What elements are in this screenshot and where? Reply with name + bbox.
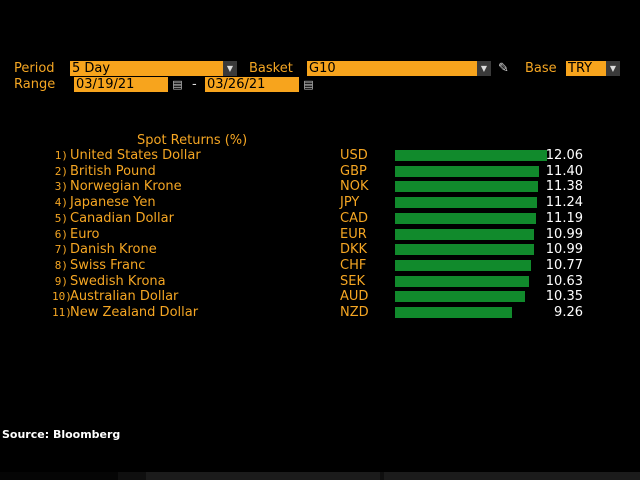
currency-code: DKK [340, 242, 368, 258]
basket-value: G10 [309, 61, 336, 76]
currency-name[interactable]: United States Dollar [70, 148, 201, 163]
return-value: 10.35 [545, 289, 583, 305]
return-bar [395, 165, 539, 177]
currency-name[interactable]: Swedish Krona [70, 273, 166, 289]
base-label: Base [525, 61, 557, 76]
table-row[interactable]: 9) Swedish Krona SEK 10.63 [0, 274, 640, 290]
currency-name[interactable]: Japanese Yen [70, 195, 156, 211]
currency-name[interactable]: Australian Dollar [70, 289, 179, 305]
return-value: 10.99 [545, 226, 583, 242]
currency-code: JPY [340, 195, 360, 211]
basket-label: Basket [249, 61, 293, 76]
row-rank: 8) [54, 258, 68, 272]
currency-code: NZD [340, 305, 369, 320]
table-row[interactable]: 6) Euro EUR 10.99 [0, 227, 640, 243]
return-bar [395, 259, 531, 271]
currency-name[interactable]: Euro [70, 226, 100, 242]
basket-select[interactable]: G10 ▼ [307, 61, 491, 76]
period-label: Period [14, 61, 55, 76]
currency-code: SEK [340, 273, 365, 289]
source-label: Source: Bloomberg [2, 428, 121, 441]
return-bar [395, 197, 537, 209]
row-rank: 2) [54, 164, 68, 178]
row-rank: 11) [52, 306, 72, 319]
range-start-value: 03/19/21 [76, 77, 135, 92]
return-bar [395, 291, 526, 303]
footer-segment [0, 472, 118, 480]
currency-code: USD [340, 148, 368, 163]
row-rank: 6) [54, 227, 68, 241]
row-rank: 5) [54, 211, 68, 225]
return-bar [395, 228, 534, 240]
range-start-field[interactable]: 03/19/21 [74, 77, 168, 92]
range-separator: - [192, 77, 197, 92]
row-rank: 1) [54, 149, 68, 162]
currency-code: CAD [340, 210, 368, 226]
return-value: 10.63 [545, 273, 583, 289]
currency-name[interactable]: New Zealand Dollar [70, 305, 199, 320]
chevron-down-icon[interactable]: ▼ [606, 61, 620, 76]
currency-code: EUR [340, 226, 367, 242]
currency-name[interactable]: Danish Krone [70, 242, 157, 258]
return-value: 10.99 [545, 242, 583, 258]
return-bar [395, 307, 512, 318]
table-row[interactable]: 3) Norwegian Krone NOK 11.38 [0, 179, 640, 195]
return-bar [395, 150, 547, 161]
table-row[interactable]: 4) Japanese Yen JPY 11.24 [0, 195, 640, 211]
return-value: 11.40 [545, 163, 583, 179]
currency-name[interactable]: Norwegian Krone [70, 179, 182, 195]
return-value: 10.77 [545, 257, 583, 273]
currency-name[interactable]: Swiss Franc [70, 257, 146, 273]
row-rank: 3) [54, 180, 68, 194]
row-rank: 7) [54, 243, 68, 257]
return-bar [395, 181, 539, 193]
base-value: TRY [568, 61, 593, 76]
footer-segment [146, 472, 380, 480]
calendar-icon[interactable]: ▤ [303, 78, 314, 91]
currency-name[interactable]: Canadian Dollar [70, 210, 174, 226]
table-row[interactable]: 1) United States Dollar USD 12.06 [0, 148, 640, 164]
return-value: 9.26 [554, 305, 583, 320]
chevron-down-icon[interactable]: ▼ [477, 61, 491, 76]
chart-title: Spot Returns (%) [137, 133, 248, 148]
return-value: 11.19 [545, 210, 583, 226]
currency-name[interactable]: British Pound [70, 163, 156, 179]
table-row[interactable]: 11) New Zealand Dollar NZD 9.26 [0, 305, 640, 321]
return-bar [395, 275, 529, 287]
table-row[interactable]: 2) British Pound GBP 11.40 [0, 164, 640, 180]
footer-strip [0, 472, 640, 480]
return-bar [395, 212, 537, 224]
row-rank: 10) [52, 290, 72, 304]
return-value: 11.24 [545, 195, 583, 211]
table-row[interactable]: 7) Danish Krone DKK 10.99 [0, 242, 640, 258]
table-row[interactable]: 10) Australian Dollar AUD 10.35 [0, 289, 640, 305]
footer-segment [384, 472, 640, 480]
return-bar [395, 244, 534, 256]
currency-code: NOK [340, 179, 369, 195]
period-select[interactable]: 5 Day ▼ [70, 61, 237, 76]
return-value: 11.38 [545, 179, 583, 195]
table-row[interactable]: 8) Swiss Franc CHF 10.77 [0, 258, 640, 274]
row-rank: 4) [54, 196, 68, 210]
table-row[interactable]: 5) Canadian Dollar CAD 11.19 [0, 211, 640, 227]
range-end-field[interactable]: 03/26/21 [205, 77, 299, 92]
return-value: 12.06 [545, 148, 583, 163]
period-value: 5 Day [72, 61, 111, 76]
chevron-down-icon[interactable]: ▼ [223, 61, 237, 76]
pencil-icon[interactable]: ✎ [498, 61, 509, 76]
currency-code: GBP [340, 163, 367, 179]
currency-code: CHF [340, 257, 367, 273]
range-label: Range [14, 77, 56, 92]
calendar-icon[interactable]: ▤ [172, 78, 183, 91]
row-rank: 9) [54, 274, 68, 288]
range-end-value: 03/26/21 [207, 77, 266, 92]
base-select[interactable]: TRY ▼ [566, 61, 620, 76]
currency-code: AUD [340, 289, 369, 305]
